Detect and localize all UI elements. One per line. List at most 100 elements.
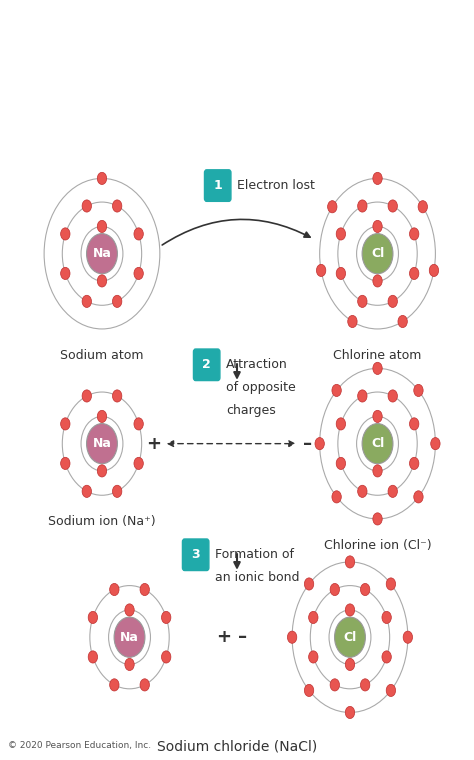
Text: Cl: Cl [343,631,356,644]
Text: of opposite: of opposite [226,382,296,394]
Circle shape [61,268,70,280]
Circle shape [345,604,355,616]
Circle shape [112,200,122,212]
Circle shape [134,458,143,470]
Circle shape [330,584,339,596]
Text: Chlorine atom: Chlorine atom [333,349,422,362]
Circle shape [88,651,98,663]
Circle shape [431,438,440,450]
Text: +: + [217,629,231,646]
Circle shape [388,485,397,498]
Circle shape [358,296,367,308]
Circle shape [317,264,326,277]
Circle shape [97,173,107,185]
Circle shape [304,578,314,590]
Circle shape [388,390,397,402]
Text: Attraction: Attraction [226,358,288,372]
Circle shape [336,418,346,430]
Text: 1: 1 [213,179,222,192]
Text: 3: 3 [191,548,200,562]
Circle shape [97,275,107,287]
Text: +: + [146,435,161,453]
Circle shape [345,556,355,568]
Circle shape [82,200,91,212]
Circle shape [345,658,355,670]
Circle shape [332,385,341,397]
Circle shape [386,578,396,590]
Circle shape [109,679,119,691]
Circle shape [410,458,419,470]
FancyBboxPatch shape [182,539,209,571]
Text: Na: Na [92,437,111,450]
Circle shape [140,679,149,691]
Circle shape [82,485,91,498]
Text: Electron lost: Electron lost [237,179,315,192]
Text: © 2020 Pearson Education, Inc.: © 2020 Pearson Education, Inc. [8,741,151,750]
Circle shape [373,220,382,233]
Circle shape [97,220,107,233]
Circle shape [87,423,118,464]
Circle shape [315,438,324,450]
Circle shape [398,315,407,328]
Circle shape [410,268,419,280]
Circle shape [309,651,318,663]
Circle shape [362,233,393,274]
Circle shape [87,233,118,274]
Circle shape [97,465,107,477]
Circle shape [358,390,367,402]
Circle shape [97,410,107,423]
Circle shape [336,268,346,280]
Circle shape [403,631,412,643]
Circle shape [373,363,382,375]
Circle shape [388,296,397,308]
Circle shape [82,296,91,308]
Circle shape [125,604,134,616]
Text: charges: charges [226,404,276,417]
Text: Sodium atom: Sodium atom [60,349,144,362]
Circle shape [358,485,367,498]
Circle shape [61,228,70,240]
Circle shape [429,264,438,277]
Circle shape [382,611,392,623]
Circle shape [140,584,149,596]
Text: –: – [238,629,247,646]
Circle shape [82,390,91,402]
Circle shape [414,385,423,397]
Circle shape [373,465,382,477]
Circle shape [114,617,145,657]
Circle shape [109,584,119,596]
Circle shape [414,491,423,503]
FancyBboxPatch shape [204,169,231,201]
Circle shape [373,173,382,185]
Circle shape [134,418,143,430]
Circle shape [162,611,171,623]
Text: Sodium chloride (NaCl): Sodium chloride (NaCl) [157,739,317,754]
Circle shape [362,423,393,464]
Circle shape [61,418,70,430]
Circle shape [410,418,419,430]
Circle shape [386,684,396,696]
Circle shape [373,410,382,423]
Circle shape [332,491,341,503]
Circle shape [134,268,143,280]
Circle shape [410,228,419,240]
Circle shape [112,390,122,402]
Circle shape [134,228,143,240]
Text: Sodium ion (Na⁺): Sodium ion (Na⁺) [48,515,156,528]
Circle shape [287,631,297,643]
Circle shape [361,679,370,691]
Circle shape [361,584,370,596]
Circle shape [328,201,337,213]
Circle shape [335,617,365,657]
Circle shape [61,458,70,470]
Text: Chlorine ion (Cl⁻): Chlorine ion (Cl⁻) [324,539,431,552]
Text: Na: Na [92,247,111,260]
Circle shape [88,611,98,623]
Circle shape [358,200,367,212]
Circle shape [125,658,134,670]
Circle shape [112,296,122,308]
Circle shape [309,611,318,623]
FancyBboxPatch shape [193,349,220,381]
Circle shape [336,458,346,470]
Text: Cl: Cl [371,437,384,450]
